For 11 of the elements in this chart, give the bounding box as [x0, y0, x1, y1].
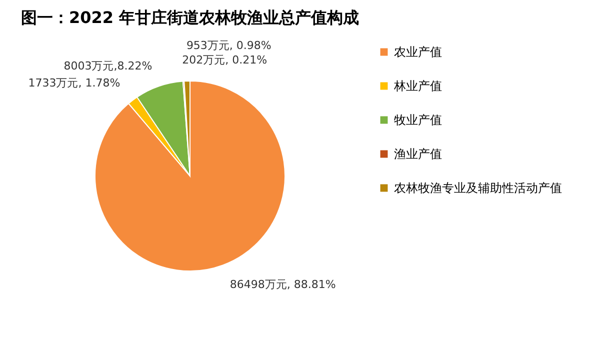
legend-label: 渔业产值 [394, 147, 442, 161]
legend-label: 林业产值 [393, 79, 442, 93]
data-label: 86498万元, 88.81% [230, 278, 336, 291]
data-label: 202万元, 0.21% [182, 53, 268, 66]
chart-title: 图一：2022 年甘庄街道农林牧渔业总产值构成 [20, 8, 360, 28]
legend-label: 农林牧渔专业及辅助性活动产值 [394, 181, 562, 195]
legend-label: 牧业产值 [394, 113, 442, 127]
legend-label: 农业产值 [394, 45, 442, 59]
data-label: 8003万元,8.22% [64, 59, 152, 72]
data-label: 953万元, 0.98% [186, 39, 272, 52]
data-label: 1733万元, 1.78% [28, 76, 120, 90]
